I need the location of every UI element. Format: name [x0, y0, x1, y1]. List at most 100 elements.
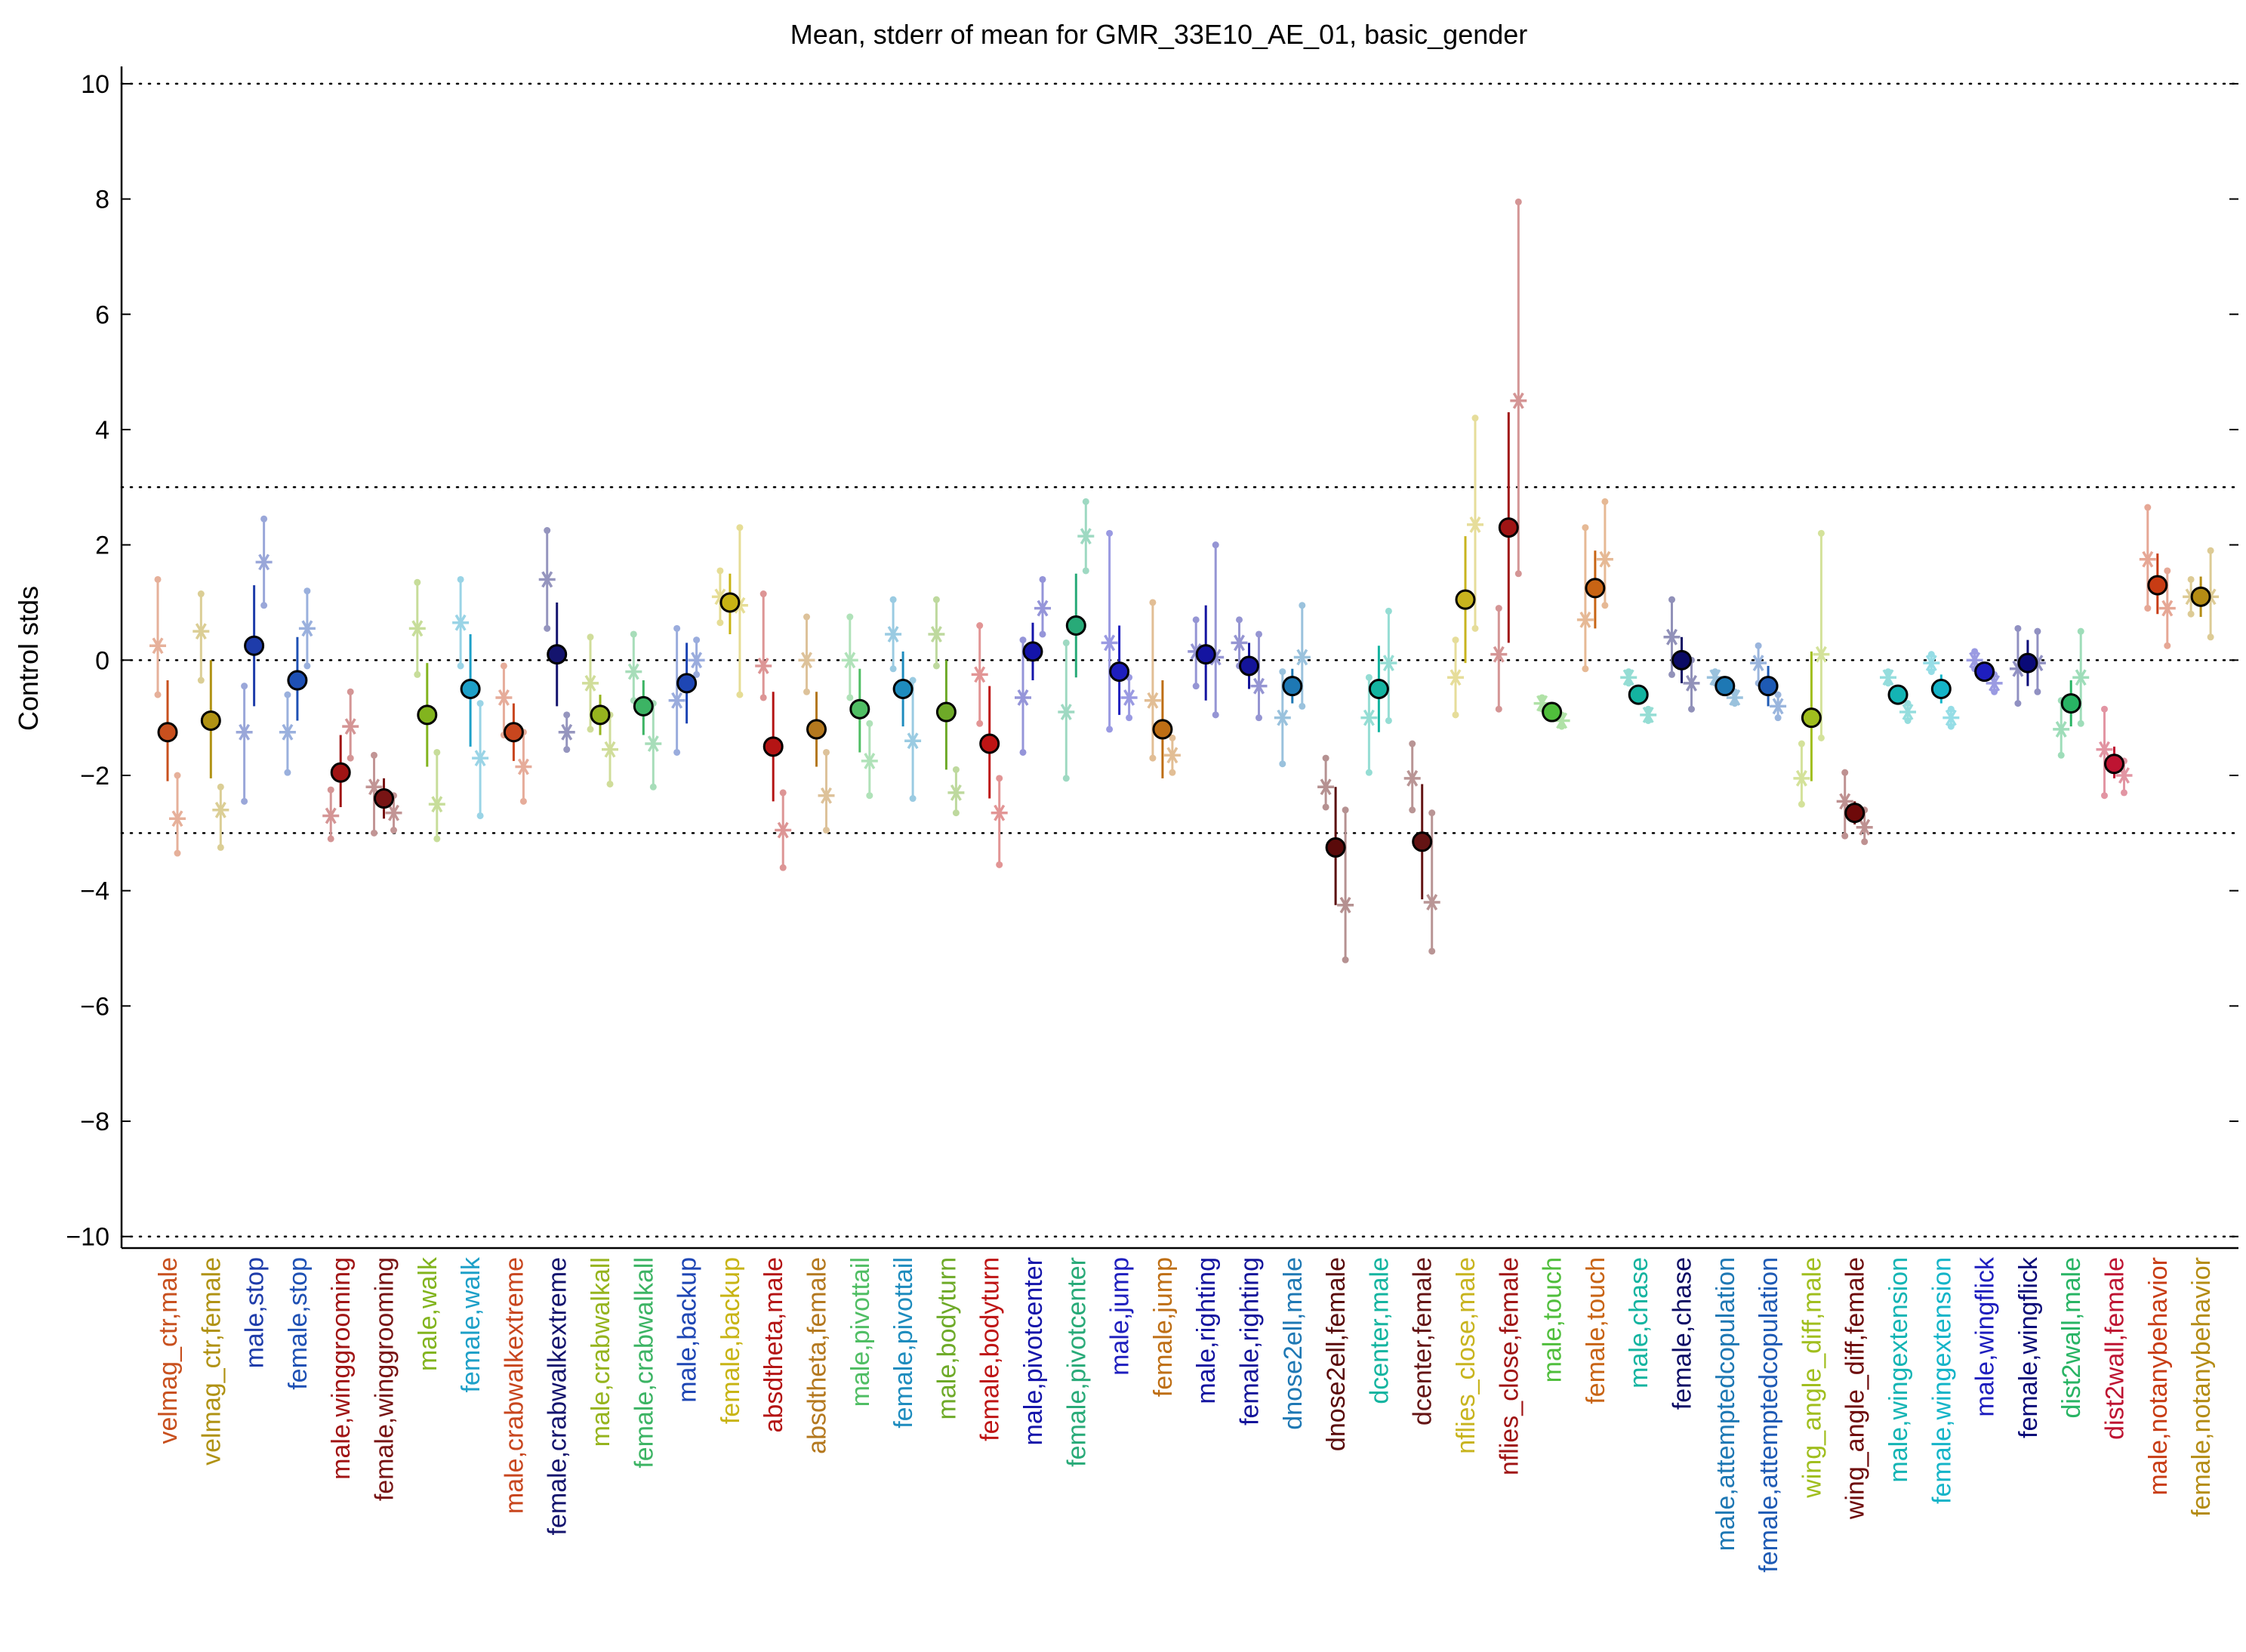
- x-tick-label: absdtheta,male: [759, 1257, 788, 1433]
- sub-mean-star: [472, 750, 489, 766]
- sub-mean-star: [538, 571, 556, 588]
- sub-error-end: [1471, 624, 1479, 632]
- star-stroke: [907, 732, 919, 750]
- star-stroke: [1104, 634, 1116, 652]
- sub-mean-star: [1899, 704, 1916, 720]
- sub-error-end: [1279, 668, 1286, 676]
- sub-error-end: [952, 766, 960, 773]
- star-stroke: [1815, 646, 1827, 663]
- mean-point: [590, 704, 611, 726]
- sub-error-end: [1841, 769, 1849, 776]
- star-stroke: [411, 620, 424, 637]
- star-stroke: [627, 663, 639, 680]
- sub-mean-star: [515, 758, 532, 775]
- y-tick-label: −10: [66, 1223, 109, 1252]
- x-tick-label: nflies_close,male: [1452, 1257, 1480, 1454]
- sub-mean-star: [428, 796, 445, 813]
- sub-mean-star: [1640, 706, 1657, 723]
- mean-point: [374, 788, 394, 809]
- sub-error-end: [2077, 720, 2084, 727]
- star-stroke: [2055, 721, 2067, 738]
- star-stroke: [1579, 611, 1591, 628]
- x-tick-label: male,bodyturn: [932, 1257, 961, 1419]
- mean-point: [1152, 719, 1173, 740]
- sub-error-end: [414, 578, 421, 586]
- sub-error-end: [2187, 610, 2195, 618]
- y-tick-label: −6: [80, 992, 109, 1021]
- chart-title: Mean, stderr of mean for GMR_33E10_AE_01…: [790, 19, 1528, 50]
- mean-point: [1715, 676, 1736, 697]
- sub-error-end: [2101, 792, 2108, 800]
- sub-error-end: [1385, 607, 1392, 615]
- y-axis-label: Control stds: [13, 586, 44, 731]
- mean-point: [460, 678, 481, 699]
- sub-error-end: [1841, 832, 1849, 840]
- star-stroke: [258, 553, 270, 571]
- sub-mean-star: [991, 804, 1008, 821]
- sub-mean-star: [1058, 704, 1075, 720]
- sub-mean-star: [236, 723, 253, 741]
- mean-point: [1671, 649, 1692, 670]
- star-stroke: [1450, 669, 1462, 686]
- sub-error-end: [889, 665, 897, 673]
- sub-error-end: [457, 662, 464, 670]
- x-tick-label: male,backup: [673, 1257, 702, 1403]
- star-stroke: [1296, 649, 1308, 666]
- sub-error-end: [1212, 711, 1219, 719]
- sub-error-end: [1904, 700, 1912, 707]
- star-stroke: [2118, 767, 2130, 784]
- sub-mean-star: [947, 784, 965, 801]
- sub-error-end: [803, 613, 810, 621]
- x-tick-label: male,wingflick: [1971, 1256, 2000, 1417]
- star-stroke: [974, 666, 986, 683]
- sub-mean-star: [1923, 655, 1940, 672]
- star-stroke: [1599, 550, 1611, 568]
- x-tick-label: male,touch: [1539, 1257, 1567, 1382]
- sub-error-end: [327, 835, 334, 843]
- y-tick-label: 6: [95, 301, 109, 329]
- star-stroke: [994, 804, 1006, 821]
- sub-mean-star: [1750, 655, 1767, 672]
- sub-error-end: [457, 575, 464, 583]
- star-stroke: [2161, 599, 2174, 617]
- star-stroke: [1406, 769, 1419, 787]
- sub-error-end: [2057, 751, 2065, 759]
- sub-error-end: [500, 662, 507, 670]
- sub-error-end: [476, 700, 484, 707]
- sub-error-end: [1798, 800, 1805, 808]
- sub-error-end: [544, 527, 551, 535]
- sub-error-end: [1062, 775, 1070, 782]
- sub-error-end: [1192, 683, 1200, 690]
- sub-error-end: [1428, 948, 1436, 955]
- y-tick-label: −2: [80, 762, 109, 791]
- sub-error-end: [2014, 700, 2022, 707]
- mean-point: [719, 592, 741, 613]
- sub-error-end: [1149, 599, 1157, 606]
- sub-error-end: [260, 515, 268, 522]
- star-stroke: [1945, 709, 1957, 726]
- sub-mean-star: [193, 623, 210, 640]
- x-tick-label: male,notanybehavior: [2144, 1257, 2173, 1496]
- sub-mean-star: [385, 804, 402, 821]
- mean-point: [2060, 693, 2081, 714]
- star-stroke: [671, 692, 683, 709]
- sub-mean-star: [1274, 709, 1291, 726]
- sub-error-end: [1126, 714, 1133, 722]
- sub-mean-star: [1163, 747, 1181, 764]
- sub-error-end: [2207, 547, 2214, 554]
- mean-point: [892, 678, 913, 699]
- x-tick-label: male,chase: [1625, 1257, 1653, 1388]
- sub-error-end: [649, 783, 657, 791]
- star-stroke: [2142, 550, 2154, 568]
- sub-error-end: [1062, 639, 1070, 646]
- sub-error-end: [736, 691, 744, 698]
- sub-mean-star: [1360, 709, 1378, 726]
- mean-point: [330, 762, 351, 783]
- category-labels: velmag_ctr,male velmag_ctr,female male,sto…: [154, 1256, 2216, 1573]
- mean-point: [763, 736, 784, 757]
- axes-frame: [120, 66, 2238, 1250]
- mean-point: [935, 701, 957, 723]
- sub-error-end: [1192, 616, 1200, 624]
- sub-error-end: [1255, 714, 1262, 722]
- sub-error-end: [544, 624, 551, 632]
